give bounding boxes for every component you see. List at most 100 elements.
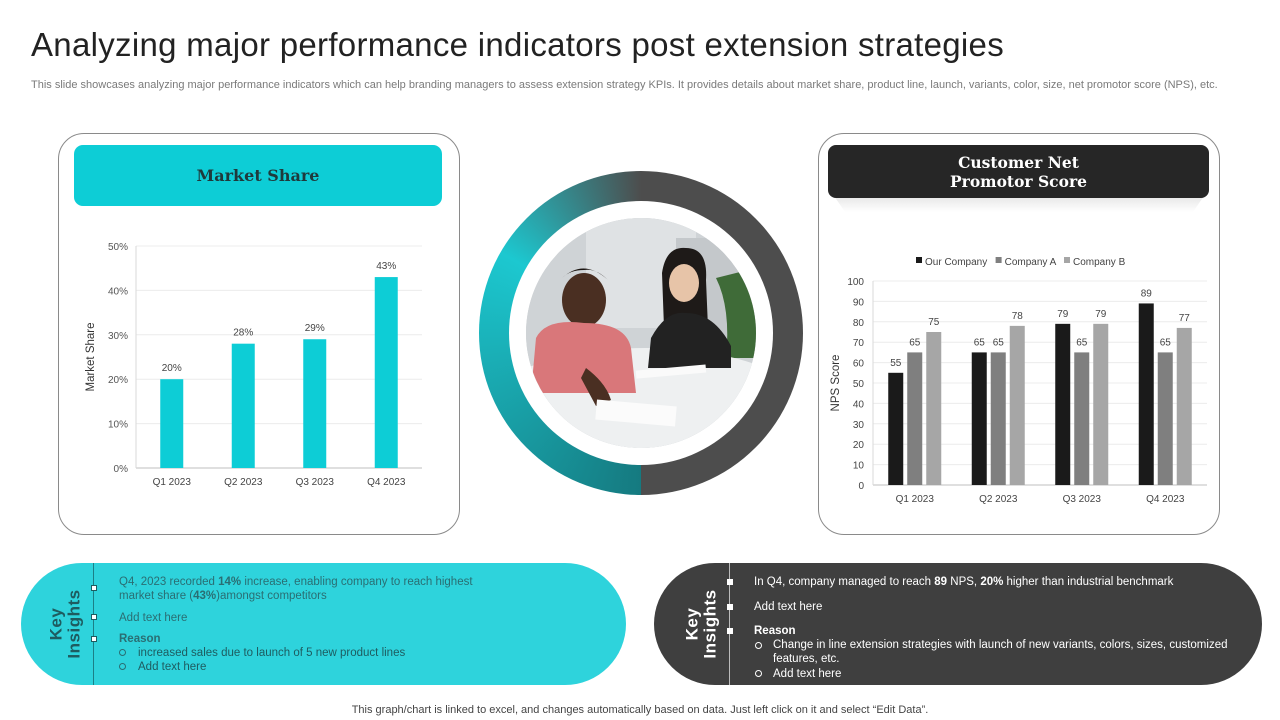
insight-point-2[interactable]: Add text here bbox=[754, 601, 823, 613]
sub-bullet-circle bbox=[755, 642, 762, 649]
nps-header-line1: Customer Net bbox=[958, 152, 1079, 172]
bar-q3-2023 bbox=[303, 339, 327, 468]
insight-point-2[interactable]: Add text here bbox=[119, 612, 188, 624]
y-tick-label: 0 bbox=[858, 481, 864, 492]
data-label: 77 bbox=[1179, 313, 1191, 324]
y-tick-label: 30 bbox=[853, 420, 865, 431]
market-share-header-label: Market Share bbox=[196, 166, 320, 185]
bar-our-company bbox=[1055, 323, 1071, 485]
legend-swatch bbox=[995, 257, 1002, 263]
y-tick-label: 70 bbox=[853, 338, 865, 349]
reason-heading: Reason bbox=[754, 625, 796, 637]
y-tick-label: 10 bbox=[853, 461, 865, 472]
y-axis-title: NPS Score bbox=[830, 355, 842, 412]
insights-divider bbox=[729, 563, 730, 685]
data-label: 28% bbox=[233, 328, 253, 339]
bar-q4-2023 bbox=[374, 277, 398, 468]
bar-company-a bbox=[907, 352, 923, 485]
data-label: 78 bbox=[1012, 311, 1024, 322]
data-label: 43% bbox=[376, 261, 396, 272]
reason-item[interactable]: Add text here bbox=[138, 661, 207, 673]
bullet-marker bbox=[727, 604, 733, 610]
data-label: 75 bbox=[928, 317, 940, 328]
legend-item: Our Company bbox=[925, 257, 987, 268]
footer-note: This graph/chart is linked to excel, and… bbox=[351, 704, 929, 716]
bar-company-b bbox=[1009, 325, 1025, 485]
y-tick-label: 60 bbox=[853, 359, 865, 370]
y-axis-title: Market Share bbox=[85, 322, 97, 391]
insights-divider bbox=[93, 563, 94, 685]
legend-swatch bbox=[1064, 257, 1070, 263]
x-tick-label: Q2 2023 bbox=[224, 477, 263, 488]
nps-header-shadow bbox=[834, 196, 1204, 212]
bar-q2-2023 bbox=[231, 343, 255, 468]
x-tick-label: Q1 2023 bbox=[896, 494, 935, 505]
page-title: Analyzing major performance indicators p… bbox=[31, 26, 1005, 63]
y-tick-label: 40 bbox=[853, 399, 865, 410]
data-label: 65 bbox=[993, 337, 1005, 348]
reason-item: Change in line extension strategies with… bbox=[773, 639, 1228, 665]
market-share-header: Market Share bbox=[74, 145, 442, 206]
y-tick-label: 50 bbox=[853, 379, 865, 390]
market-share-chart[interactable]: 0% 10% 20% 30% 40% 50% 20% Q1 2023 28% Q2 2023 29%… bbox=[70, 225, 440, 505]
data-label: 55 bbox=[890, 358, 902, 369]
y-tick-label: 100 bbox=[847, 277, 864, 288]
bar-company-a bbox=[1157, 352, 1173, 485]
insight-point-1: In Q4, company managed to reach 89 NPS, … bbox=[754, 576, 1174, 588]
data-label: 65 bbox=[1160, 337, 1172, 348]
key-insights-nps: Key Insights In Q4, company managed to r… bbox=[654, 563, 1262, 685]
y-tick-label: 30% bbox=[108, 331, 128, 342]
sub-bullet-circle bbox=[119, 663, 126, 670]
x-tick-label: Q4 2023 bbox=[1146, 494, 1185, 505]
bullet-marker bbox=[91, 614, 97, 620]
reason-item: increased sales due to launch of 5 new p… bbox=[138, 647, 406, 659]
legend-swatch bbox=[916, 257, 922, 263]
legend-item: Company A bbox=[1005, 257, 1057, 268]
bullet-marker bbox=[727, 579, 733, 585]
data-label: 65 bbox=[1076, 337, 1088, 348]
data-label: 20% bbox=[162, 363, 182, 374]
nps-header-line2: Promotor Score bbox=[950, 171, 1087, 191]
data-label: 79 bbox=[1057, 309, 1069, 320]
meeting-photo[interactable] bbox=[526, 218, 756, 448]
sub-bullet-circle bbox=[755, 670, 762, 677]
y-tick-label: 40% bbox=[108, 286, 128, 297]
page-subtitle: This slide showcases analyzing major per… bbox=[31, 79, 1218, 91]
bar-company-b bbox=[1176, 327, 1192, 485]
bar-q1-2023 bbox=[160, 379, 184, 468]
key-insights-market-share: Key Insights Q4, 2023 recorded 14% incre… bbox=[21, 563, 626, 685]
x-tick-label: Q2 2023 bbox=[979, 494, 1018, 505]
bar-company-a bbox=[990, 352, 1006, 485]
y-tick-label: 90 bbox=[853, 297, 865, 308]
bar-company-b bbox=[1093, 323, 1109, 485]
bar-company-b bbox=[926, 332, 942, 485]
data-label: 65 bbox=[974, 337, 986, 348]
sub-bullet-circle bbox=[119, 649, 126, 656]
y-tick-label: 0% bbox=[114, 464, 129, 475]
meeting-photo-illustration bbox=[526, 218, 756, 448]
x-tick-label: Q1 2023 bbox=[153, 477, 192, 488]
x-tick-label: Q3 2023 bbox=[1063, 494, 1102, 505]
bar-company-a bbox=[1074, 352, 1090, 485]
y-tick-label: 20 bbox=[853, 440, 865, 451]
bullet-marker bbox=[91, 585, 97, 591]
bar-our-company bbox=[1138, 303, 1154, 485]
nps-chart[interactable]: 0 10 20 30 40 50 60 70 80 90 100 55 65 75 Q1 2023 65 65 7… bbox=[825, 250, 1210, 512]
y-tick-label: 50% bbox=[108, 242, 128, 253]
data-label: 89 bbox=[1141, 288, 1153, 299]
x-tick-label: Q4 2023 bbox=[367, 477, 406, 488]
y-tick-label: 80 bbox=[853, 318, 865, 329]
reason-heading: Reason bbox=[119, 633, 161, 645]
data-label: 29% bbox=[305, 323, 325, 334]
key-insights-label: Key Insights bbox=[46, 589, 84, 659]
x-tick-label: Q3 2023 bbox=[296, 477, 335, 488]
insight-point-1: Q4, 2023 recorded 14% increase, enabling… bbox=[119, 576, 473, 602]
legend-item: Company B bbox=[1073, 257, 1126, 268]
data-label: 79 bbox=[1095, 309, 1107, 320]
y-tick-label: 10% bbox=[108, 420, 128, 431]
bar-our-company bbox=[971, 352, 987, 485]
bar-our-company bbox=[888, 372, 904, 485]
bullet-marker bbox=[727, 628, 733, 634]
reason-item[interactable]: Add text here bbox=[773, 668, 842, 680]
nps-header: Customer Net Promotor Score bbox=[828, 145, 1209, 198]
